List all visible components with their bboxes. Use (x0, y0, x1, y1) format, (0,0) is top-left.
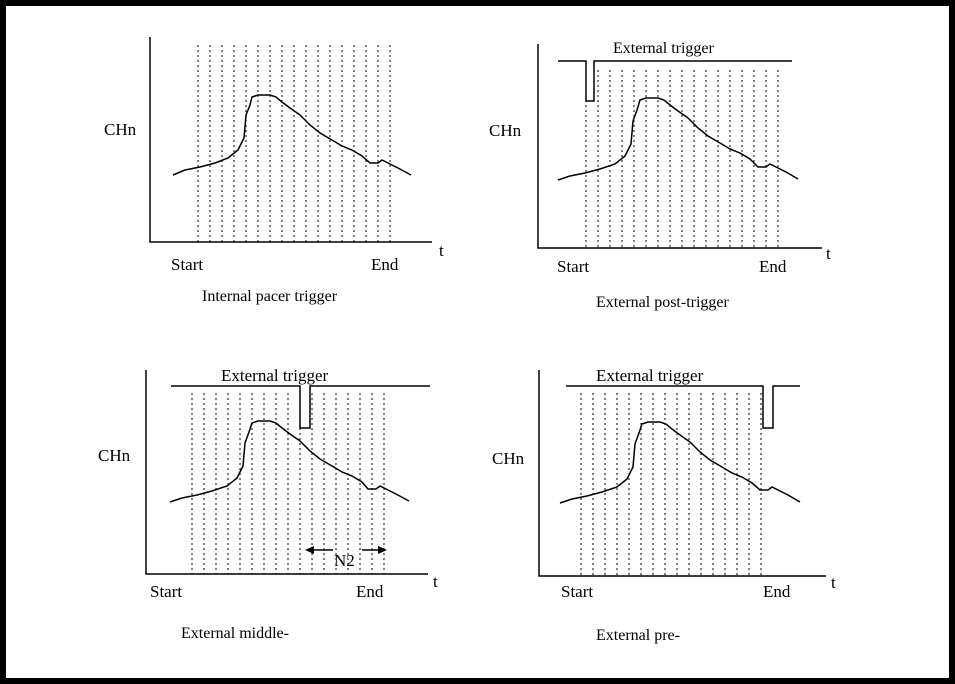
ylabel: CHn (98, 446, 131, 465)
ylabel: CHn (104, 120, 137, 139)
start-label: Start (557, 257, 589, 276)
end-label: End (356, 582, 384, 601)
trigger-label: External trigger (596, 366, 703, 385)
end-label: End (763, 582, 791, 601)
ylabel: CHn (489, 121, 522, 140)
trigger-label: External trigger (221, 366, 328, 385)
signal-curve (172, 94, 412, 176)
n2-label: N2 (334, 551, 355, 570)
t-label: t (439, 241, 444, 260)
sample-gridlines (197, 45, 391, 242)
panel-external-middle: External trigger N2 CHn t Start End Exte… (98, 366, 438, 642)
n2-arrow (305, 546, 387, 554)
caption: Internal pacer trigger (202, 288, 338, 305)
caption: External middle- (181, 625, 289, 642)
sample-gridlines (191, 393, 385, 574)
start-label: Start (150, 582, 182, 601)
t-label: t (826, 244, 831, 263)
start-label: Start (171, 255, 203, 274)
y-axis (149, 37, 432, 243)
caption: External post-trigger (596, 294, 730, 311)
caption: External pre- (596, 627, 680, 644)
trigger-line (566, 385, 800, 429)
end-label: End (371, 255, 399, 274)
signal-curve (559, 421, 801, 504)
panel-external-pre: External trigger CHn t Start End Externa… (492, 366, 836, 644)
signal-curve (557, 97, 799, 181)
trigger-label: External trigger (613, 40, 715, 57)
trigger-line (171, 385, 430, 429)
signal-curve (169, 420, 410, 503)
ylabel: CHn (492, 449, 525, 468)
t-label: t (433, 572, 438, 591)
y-axis (538, 370, 826, 577)
start-label: Start (561, 582, 593, 601)
panel-internal-pacer: CHn t Start End Internal pacer trigger (104, 37, 444, 305)
y-axis (537, 44, 822, 249)
trigger-line (558, 60, 792, 102)
t-label: t (831, 573, 836, 592)
sample-gridlines (580, 393, 762, 576)
panel-external-post: External trigger CHn t Start End Externa… (489, 40, 831, 311)
end-label: End (759, 257, 787, 276)
y-axis (145, 370, 428, 575)
